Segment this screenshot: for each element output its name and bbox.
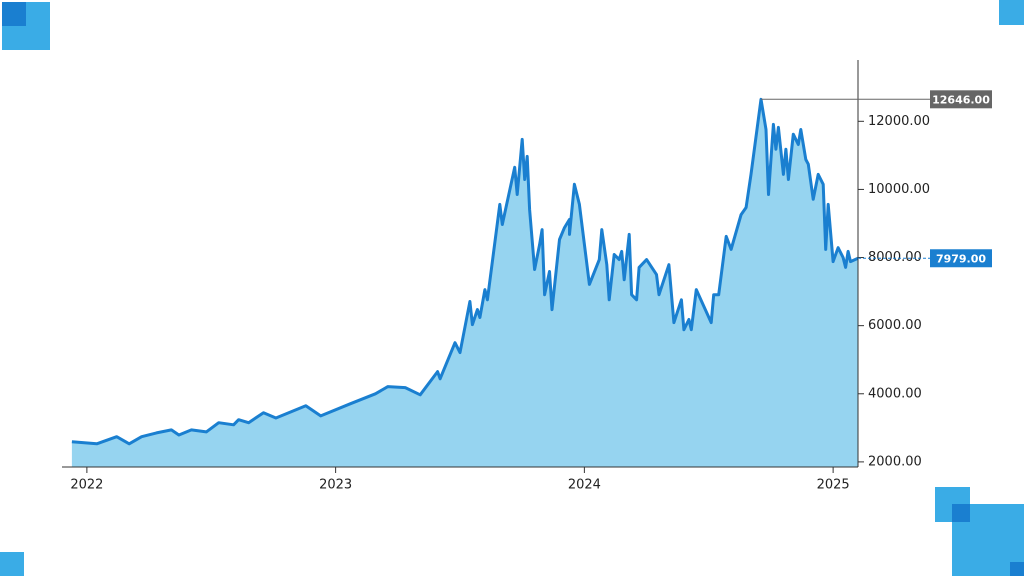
y-tick-label: 4000.00	[868, 386, 922, 401]
deco-square	[999, 0, 1024, 25]
annotation-label: 12646.00	[932, 93, 990, 106]
x-tick-label: 2024	[568, 478, 601, 493]
x-tick-label: 2022	[70, 478, 103, 493]
deco-square	[0, 552, 24, 576]
x-tick-label: 2025	[817, 478, 850, 493]
area	[71, 99, 858, 468]
annotation-label: 7979.00	[936, 252, 986, 265]
annotation-box	[930, 249, 992, 268]
annotation-box	[930, 90, 992, 109]
x-tick-label: 2023	[319, 478, 352, 493]
line	[71, 97, 859, 446]
y-tick-label: 10000.00	[868, 182, 930, 197]
deco-square	[952, 504, 970, 522]
y-tick-label: 6000.00	[868, 318, 922, 333]
y-tick-label: 8000.00	[868, 250, 922, 265]
deco-square	[2, 2, 26, 26]
y-tick-label: 12000.00	[868, 114, 930, 129]
y-tick-label: 2000.00	[868, 454, 922, 469]
deco-square	[1010, 562, 1024, 576]
